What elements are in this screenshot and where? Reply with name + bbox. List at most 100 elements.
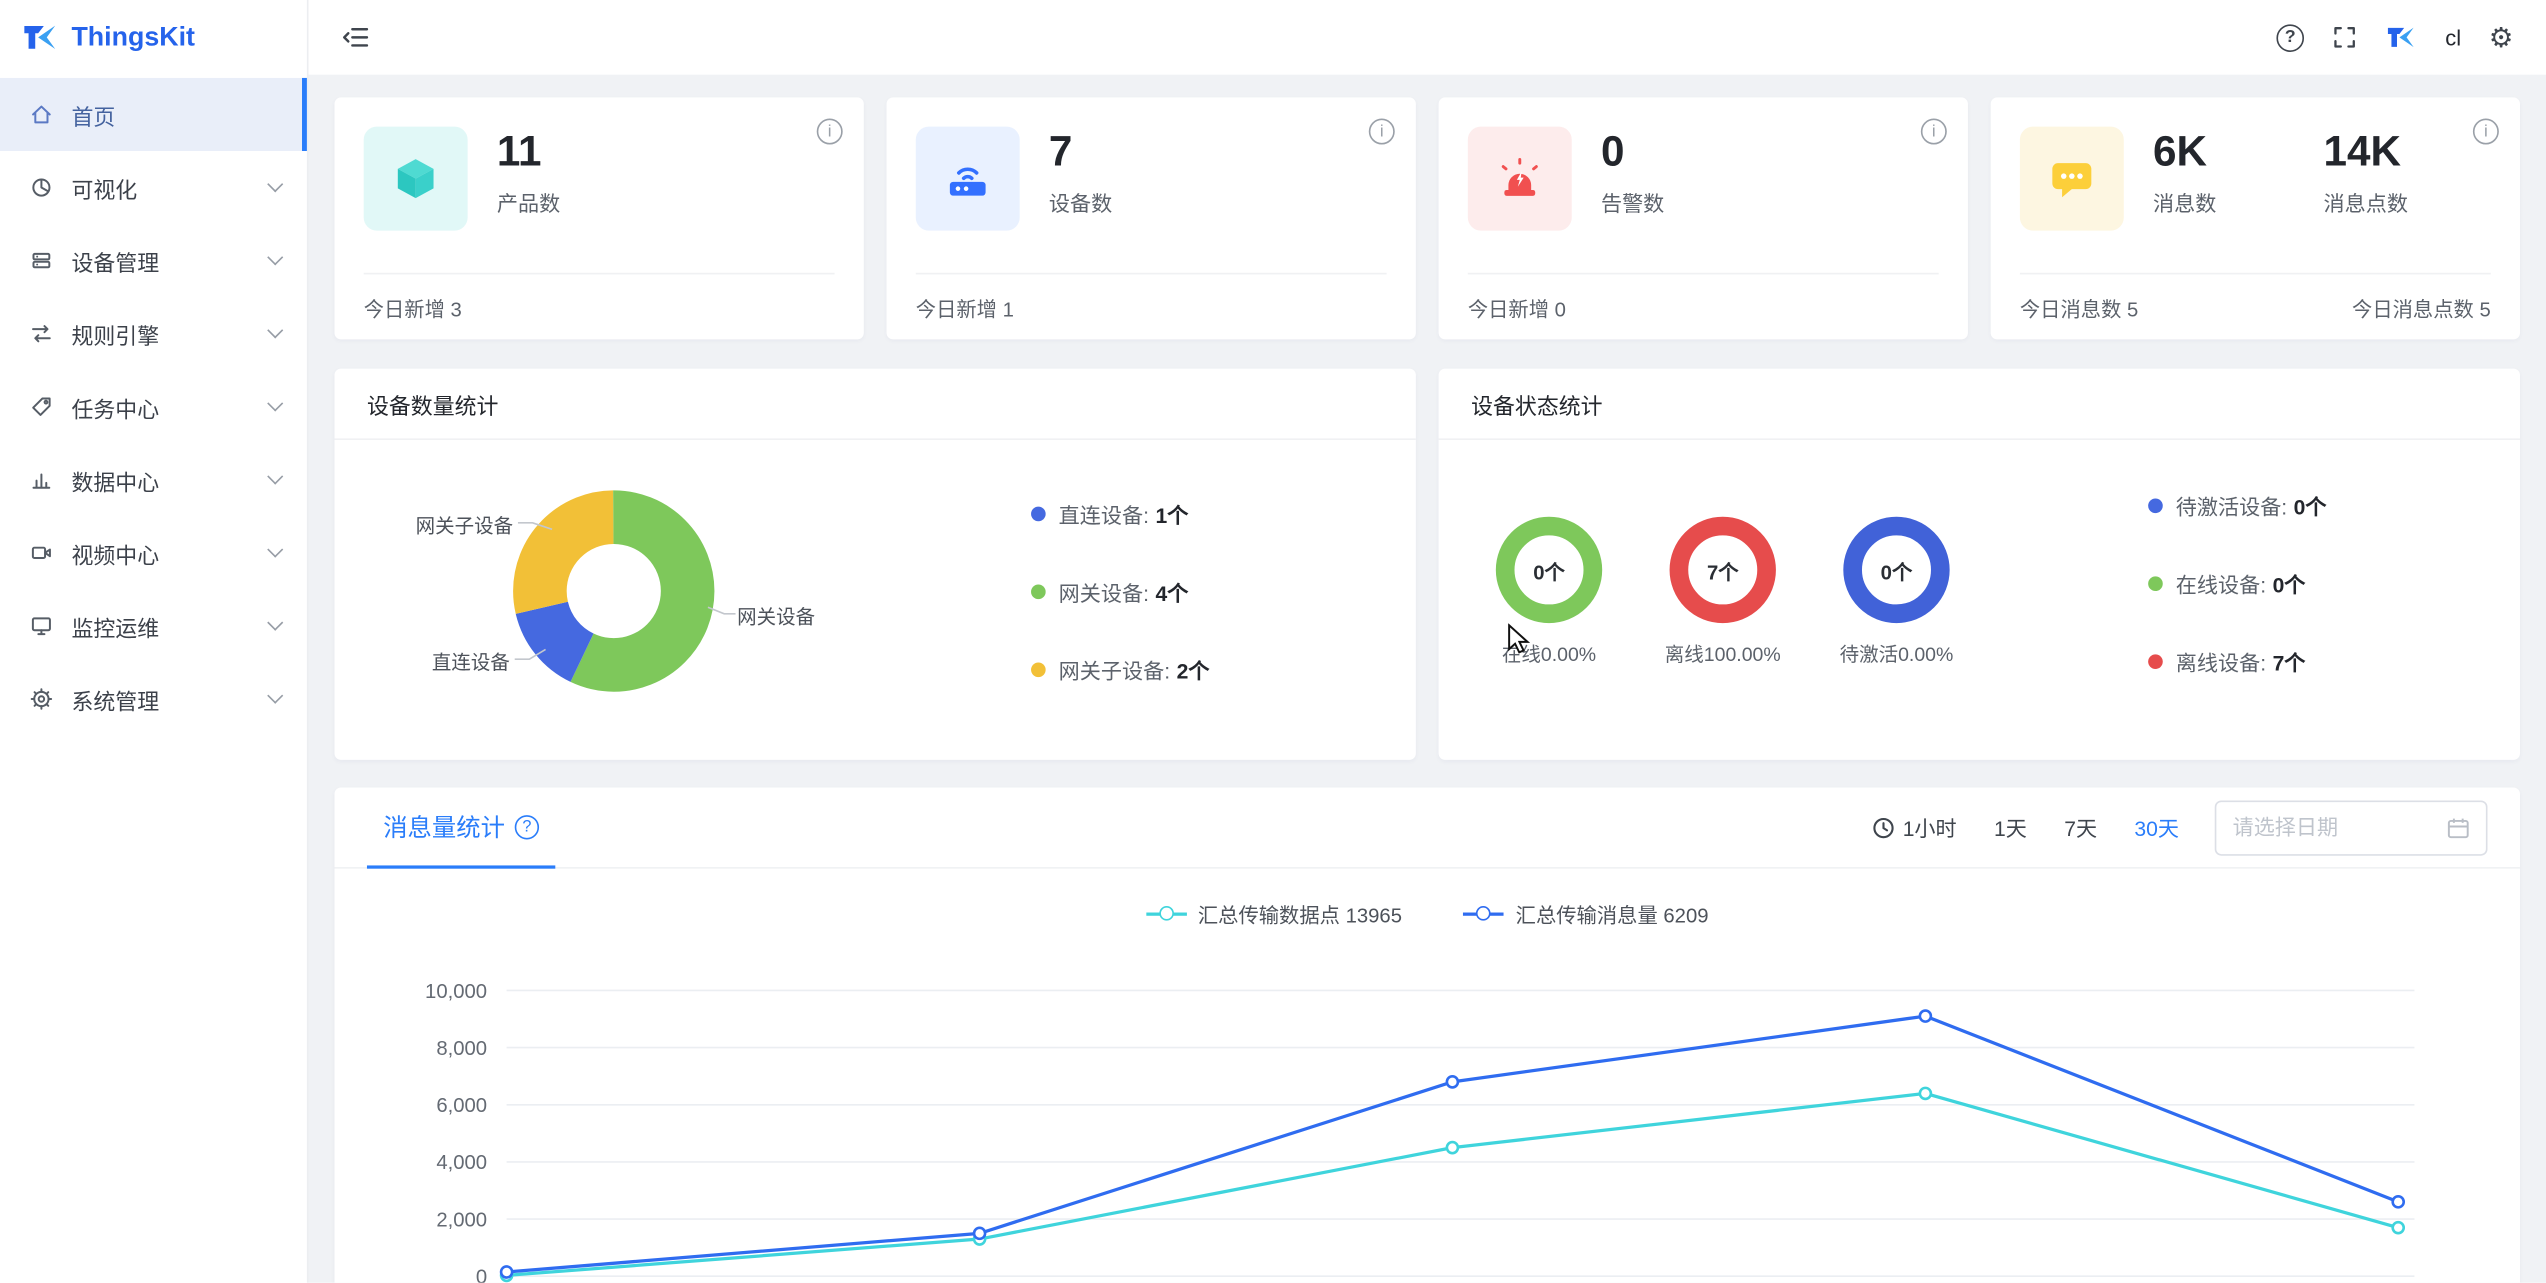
sidebar-item-video-center[interactable]: 视频中心 <box>0 516 307 589</box>
info-icon[interactable] <box>816 118 843 145</box>
range-1day[interactable]: 1天 <box>1994 816 2027 842</box>
sidebar-item-rule-engine[interactable]: 规则引擎 <box>0 297 307 370</box>
legend-item[interactable]: 在线设备: 0个 <box>2148 567 2326 599</box>
pie-chart-icon <box>32 178 51 197</box>
video-camera-icon <box>31 546 51 560</box>
legend-value: 0个 <box>2293 494 2327 519</box>
sidebar-item-task-center[interactable]: 任务中心 <box>0 370 307 443</box>
help-icon[interactable] <box>2276 23 2305 52</box>
message-volume-card: 消息量统计 1小时 1天 7天 30天 <box>334 787 2520 1283</box>
date-picker[interactable] <box>2214 799 2488 855</box>
legend-value: 7个 <box>2272 650 2306 675</box>
chevron-down-icon <box>267 322 284 339</box>
legend-item[interactable]: 网关子设备: 2个 <box>1031 653 1209 685</box>
legend-item[interactable]: 离线设备: 7个 <box>2148 645 2326 677</box>
legend-value: 0个 <box>2272 572 2306 597</box>
sidebar-item-label: 任务中心 <box>71 396 160 422</box>
stat-value: 0 <box>1600 126 1625 176</box>
stat-footer: 今日新增 0 <box>1467 297 1566 321</box>
stat-footer: 今日新增 1 <box>915 297 1014 321</box>
topbar: cl <box>308 0 2546 75</box>
chevron-down-icon <box>267 249 284 266</box>
chevron-down-icon <box>267 395 284 412</box>
sidebar-item-data-center[interactable]: 数据中心 <box>0 443 307 516</box>
legend-value: 1个 <box>1155 502 1189 527</box>
ring-online: 0个 在线0.00% <box>1491 511 1608 667</box>
info-icon[interactable] <box>1920 118 1947 145</box>
device-count-donut-chart <box>513 490 736 692</box>
main-column: cl <box>308 0 2546 1283</box>
svg-text:4,000: 4,000 <box>436 1152 487 1174</box>
series-name: 汇总传输数据点 13965 <box>1197 904 1403 928</box>
tab-message-volume[interactable]: 消息量统计 <box>366 787 556 869</box>
help-circle-icon[interactable] <box>514 815 540 840</box>
date-picker-input[interactable] <box>2232 815 2434 840</box>
device-status-card: 设备状态统计 0个 在线0.00% 7个 离线100.00 <box>1438 368 2520 760</box>
sidebar-item-label: 监控运维 <box>71 616 160 641</box>
message-volume-line-chart: 0 2,000 4,000 6,000 8,000 10,000 <box>425 981 2415 1283</box>
status-legend: 待激活设备: 0个 在线设备: 0个 离线设备: 7 <box>2148 489 2327 723</box>
app-title: ThingsKit <box>71 21 195 52</box>
legend-dot <box>1031 661 1046 677</box>
chevron-down-icon <box>267 687 284 704</box>
clock-icon <box>1873 817 1894 838</box>
user-avatar[interactable]: cl <box>2445 25 2462 50</box>
legend-item[interactable]: 网关设备: 4个 <box>1031 575 1209 607</box>
info-icon[interactable] <box>2472 118 2499 145</box>
message-card-header: 消息量统计 1小时 1天 7天 30天 <box>334 787 2520 869</box>
stat-value-2: 14K <box>2323 126 2401 176</box>
stat-cards-row: 11 产品数 今日新增 3 <box>334 97 2520 340</box>
sidebar-item-home[interactable]: 首页 <box>0 77 307 152</box>
alarm-siren-icon <box>1467 126 1572 231</box>
fullscreen-icon[interactable] <box>2332 24 2358 50</box>
stat-label: 告警数 <box>1600 190 1665 216</box>
legend-item[interactable]: 待激活设备: 0个 <box>2148 489 2327 521</box>
dashboard-content: 11 产品数 今日新增 3 <box>308 74 2546 1283</box>
thingskit-mini-logo-icon[interactable] <box>2385 21 2417 53</box>
legend-dot <box>2148 497 2163 513</box>
ring-caption: 离线100.00% <box>1664 642 1781 666</box>
stat-value: 11 <box>496 126 542 176</box>
sidebar-item-label: 规则引擎 <box>71 323 160 349</box>
active-indicator <box>302 77 307 152</box>
sidebar: ThingsKit 首页 可视化 设备管理 <box>0 0 309 1283</box>
app-logo[interactable]: ThingsKit <box>0 0 307 75</box>
legend-item-datapoints[interactable]: 汇总传输数据点 13965 <box>1145 898 1403 929</box>
legend-dot <box>2148 653 2163 669</box>
sidebar-item-visualization[interactable]: 可视化 <box>0 151 307 224</box>
range-7days[interactable]: 7天 <box>2064 816 2098 842</box>
legend-dot <box>1031 505 1046 521</box>
legend-label: 网关设备: <box>1058 580 1149 605</box>
online-ring-chart <box>1495 516 1603 624</box>
sidebar-item-label: 系统管理 <box>71 689 160 714</box>
stat-label: 产品数 <box>496 190 561 216</box>
donut-legend: 直连设备: 1个 网关设备: 4个 网关子设备: 2 <box>1031 497 1209 731</box>
legend-item[interactable]: 直连设备: 1个 <box>1031 497 1209 529</box>
legend-value: 2个 <box>1176 658 1210 683</box>
sidebar-item-monitoring[interactable]: 监控运维 <box>0 589 307 662</box>
series-name: 汇总传输消息量 6209 <box>1515 904 1709 928</box>
legend-label: 网关子设备: <box>1058 658 1171 683</box>
ring-value: 7个 <box>1706 560 1739 584</box>
donut-callout-direct: 直连设备 <box>431 651 510 674</box>
range-30days[interactable]: 30天 <box>2134 816 2180 842</box>
legend-dot <box>2148 575 2163 591</box>
stat-label: 消息数 <box>2153 190 2217 216</box>
sidebar-item-system-management[interactable]: 系统管理 <box>0 662 307 735</box>
stat-value: 6K <box>2153 126 2208 176</box>
settings-gear-icon[interactable] <box>2489 24 2514 52</box>
legend-item-messages[interactable]: 汇总传输消息量 6209 <box>1463 898 1709 929</box>
info-icon[interactable] <box>1368 118 1395 145</box>
ring-caption: 在线0.00% <box>1501 642 1597 666</box>
chevron-down-icon <box>267 468 284 485</box>
menu-fold-icon[interactable] <box>341 24 370 50</box>
sidebar-item-label: 首页 <box>71 104 116 130</box>
range-1hour[interactable]: 1小时 <box>1872 812 1957 843</box>
sidebar-menu: 首页 可视化 设备管理 规则引擎 <box>0 75 307 736</box>
stat-label-2: 消息点数 <box>2323 190 2408 216</box>
sidebar-item-device-management[interactable]: 设备管理 <box>0 224 307 297</box>
sidebar-item-label: 视频中心 <box>71 543 160 568</box>
stat-card-devices: 7 设备数 今日新增 1 <box>886 97 1416 340</box>
tag-icon <box>32 397 51 416</box>
